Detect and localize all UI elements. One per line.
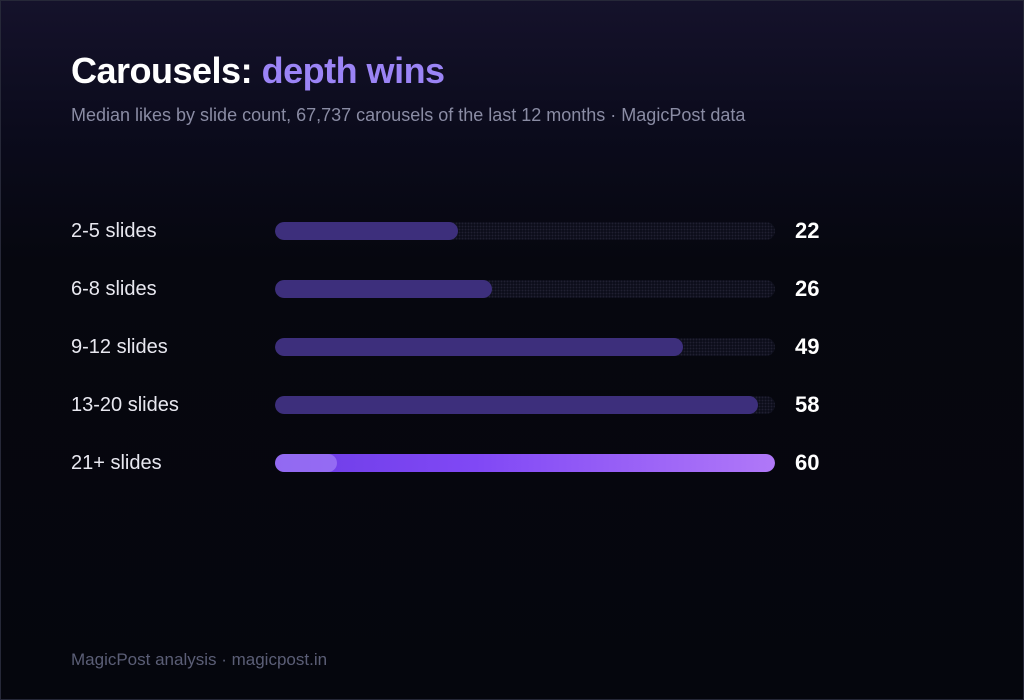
bar-track (275, 454, 775, 472)
bar-value-label: 58 (795, 392, 820, 417)
bar-track (275, 396, 775, 414)
bar-track (275, 222, 775, 240)
footer-credit: MagicPost analysis · magicpost.in (71, 650, 328, 669)
bar-label: 9-12 slides (71, 336, 168, 358)
bar-label: 13-20 slides (71, 394, 179, 416)
chart-title: Carousels: depth wins (71, 49, 445, 93)
bar (275, 222, 458, 240)
bar-value-label: 49 (795, 334, 820, 359)
bar (275, 338, 683, 356)
chart-subtitle: Median likes by slide count, 67,737 caro… (71, 105, 746, 125)
bar-value-label: 26 (795, 276, 820, 301)
bar-label: 6-8 slides (71, 278, 157, 300)
bar-track (275, 280, 775, 298)
bar-value-label: 60 (795, 450, 820, 475)
bar (275, 396, 758, 414)
bar (275, 280, 492, 298)
bar-label: 21+ slides (71, 452, 162, 474)
bar-value-label: 22 (795, 218, 820, 243)
title-accent: depth wins (261, 50, 446, 91)
bar (275, 454, 775, 472)
bar-track (275, 338, 775, 356)
bar-label: 2-5 slides (71, 220, 157, 242)
title-main: Carousels: (71, 50, 262, 91)
